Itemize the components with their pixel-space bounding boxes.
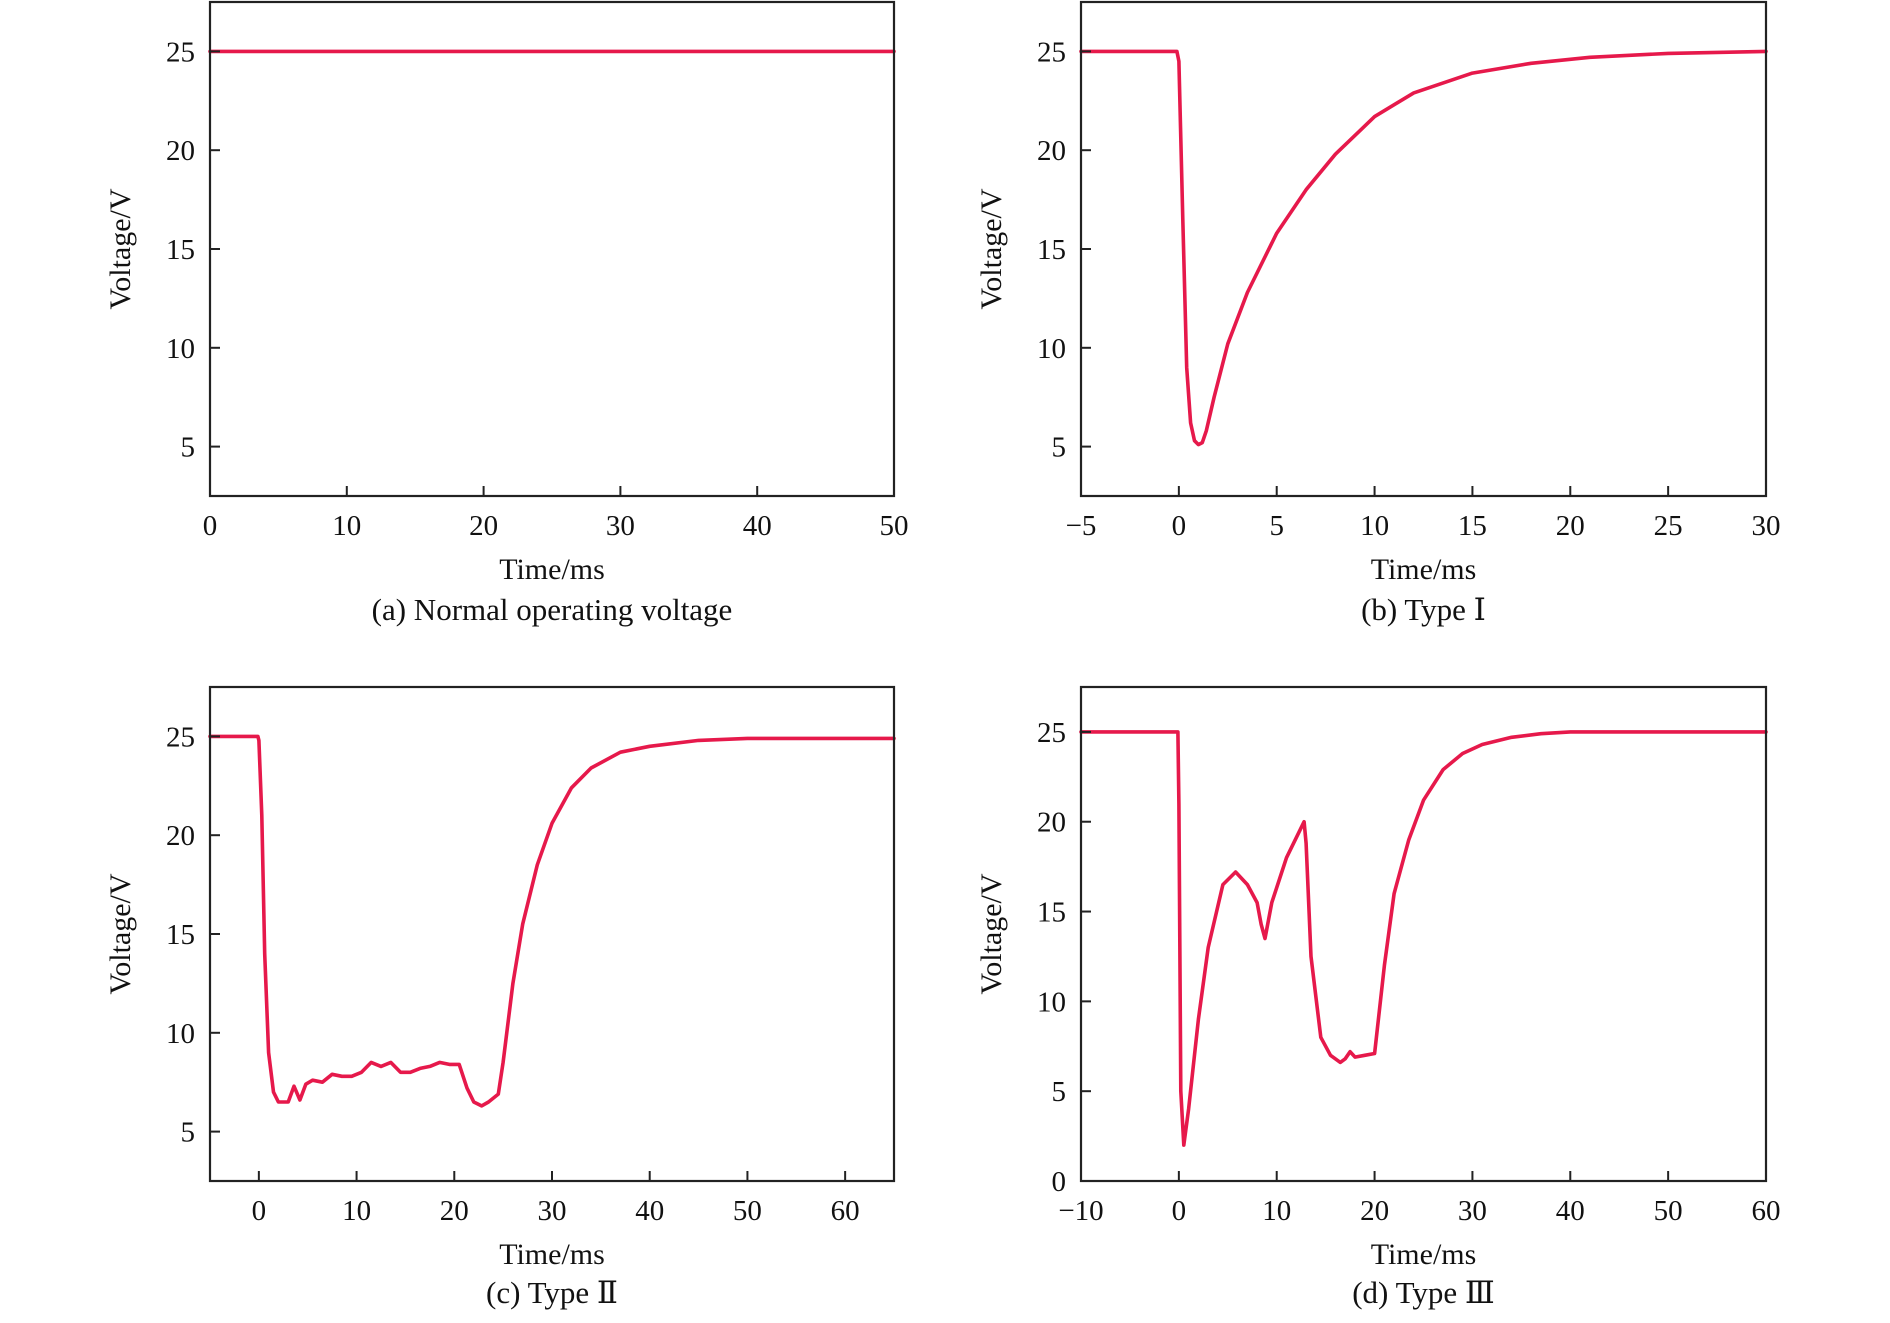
x-tick-label-b-2: 5 <box>1269 510 1284 542</box>
x-tick-label-a-0: 0 <box>203 510 218 542</box>
y-tick-label-a-3: 20 <box>166 135 195 167</box>
x-tick-label-b-3: 10 <box>1360 510 1389 542</box>
x-tick-label-d-5: 40 <box>1556 1195 1585 1227</box>
x-tick-label-c-5: 50 <box>733 1195 762 1227</box>
x-tick-label-a-1: 10 <box>332 510 361 542</box>
series-line-d-0 <box>1079 730 1768 1147</box>
y-axis-label-b: Voltage/V <box>975 188 1008 309</box>
panel-caption-d: (d) Type Ⅲ <box>1352 1275 1495 1310</box>
x-tick-label-c-1: 10 <box>342 1195 371 1227</box>
x-tick-label-a-2: 20 <box>469 510 498 542</box>
y-tick-label-c-2: 15 <box>166 919 195 951</box>
y-tick-label-d-0: 0 <box>1052 1166 1067 1198</box>
x-tick-label-c-4: 40 <box>635 1195 664 1227</box>
x-tick-label-b-5: 20 <box>1556 510 1585 542</box>
y-tick-label-b-0: 5 <box>1052 432 1067 464</box>
x-tick-label-d-4: 30 <box>1458 1195 1487 1227</box>
chart-panel-c: 0 10 20 30 40 50 60 5 10 15 20 25 Time/ms Voltage/V (c… <box>104 685 896 1310</box>
panel-caption-a: (a) Normal operating voltage <box>372 592 733 627</box>
x-tick-label-b-0: −5 <box>1066 510 1097 542</box>
x-tick-label-d-1: 0 <box>1172 1195 1187 1227</box>
y-tick-label-d-1: 5 <box>1052 1076 1067 1108</box>
y-tick-label-c-4: 25 <box>166 721 195 753</box>
y-tick-label-b-3: 20 <box>1037 135 1066 167</box>
plot-frame-c <box>208 685 896 1183</box>
y-tick-label-d-3: 15 <box>1037 897 1066 929</box>
chart-panel-d: −10 0 10 20 30 40 50 600510152025Time/msVoltage… <box>975 685 1781 1310</box>
x-tick-label-b-6: 25 <box>1654 510 1683 542</box>
x-tick-label-d-7: 60 <box>1752 1195 1781 1227</box>
x-tick-label-c-0: 0 <box>252 1195 267 1227</box>
y-axis-label-d: Voltage/V <box>975 873 1008 994</box>
y-axis-label-c: Voltage/V <box>104 873 137 994</box>
x-tick-label-b-1: 0 <box>1172 510 1187 542</box>
y-tick-label-a-0: 5 <box>181 432 196 464</box>
x-tick-label-d-3: 20 <box>1360 1195 1389 1227</box>
y-tick-label-d-2: 10 <box>1037 986 1066 1018</box>
y-tick-label-a-1: 10 <box>166 333 195 365</box>
y-tick-label-d-4: 20 <box>1037 807 1066 839</box>
x-tick-label-b-7: 30 <box>1752 510 1781 542</box>
x-tick-label-d-6: 50 <box>1654 1195 1683 1227</box>
panel-caption-c: (c) Type Ⅱ <box>486 1275 618 1310</box>
x-axis-label-d: Time/ms <box>1371 1238 1477 1271</box>
y-tick-label-a-4: 25 <box>166 36 195 68</box>
y-tick-label-a-2: 15 <box>166 234 195 266</box>
y-tick-label-b-2: 15 <box>1037 234 1066 266</box>
x-tick-label-b-4: 15 <box>1458 510 1487 542</box>
plot-frame-a <box>208 0 896 498</box>
y-tick-label-b-1: 10 <box>1037 333 1066 365</box>
series-line-b-0 <box>1079 49 1768 447</box>
x-axis-label-a: Time/ms <box>499 553 605 586</box>
y-tick-label-b-4: 25 <box>1037 36 1066 68</box>
y-tick-label-c-0: 5 <box>181 1117 196 1149</box>
x-tick-label-a-3: 30 <box>606 510 635 542</box>
x-tick-label-c-6: 60 <box>831 1195 860 1227</box>
x-tick-label-c-3: 30 <box>538 1195 567 1227</box>
x-tick-label-d-0: −10 <box>1058 1195 1103 1227</box>
x-tick-label-d-2: 10 <box>1262 1195 1291 1227</box>
y-tick-label-c-3: 20 <box>166 820 195 852</box>
series-line-c-0 <box>208 734 896 1108</box>
panel-caption-b: (b) Type Ⅰ <box>1361 592 1486 627</box>
x-axis-label-c: Time/ms <box>499 1238 605 1271</box>
x-axis-label-b: Time/ms <box>1371 553 1477 586</box>
chart-panel-a: 0 10 20 30 40 50 5 10 15 20 25 Time/ms Voltage/V (a) … <box>104 0 909 627</box>
plot-frame-d <box>1079 685 1768 1183</box>
x-tick-label-c-2: 20 <box>440 1195 469 1227</box>
y-tick-label-c-1: 10 <box>166 1018 195 1050</box>
y-tick-label-d-5: 25 <box>1037 717 1066 749</box>
chart-panel-b: −5 0 5 10 15 20 25 30 5 10 15 20 25 Time/ms Voltage/V (… <box>975 0 1781 627</box>
x-tick-label-a-5: 50 <box>880 510 909 542</box>
x-tick-label-a-4: 40 <box>743 510 772 542</box>
y-axis-label-a: Voltage/V <box>104 188 137 309</box>
